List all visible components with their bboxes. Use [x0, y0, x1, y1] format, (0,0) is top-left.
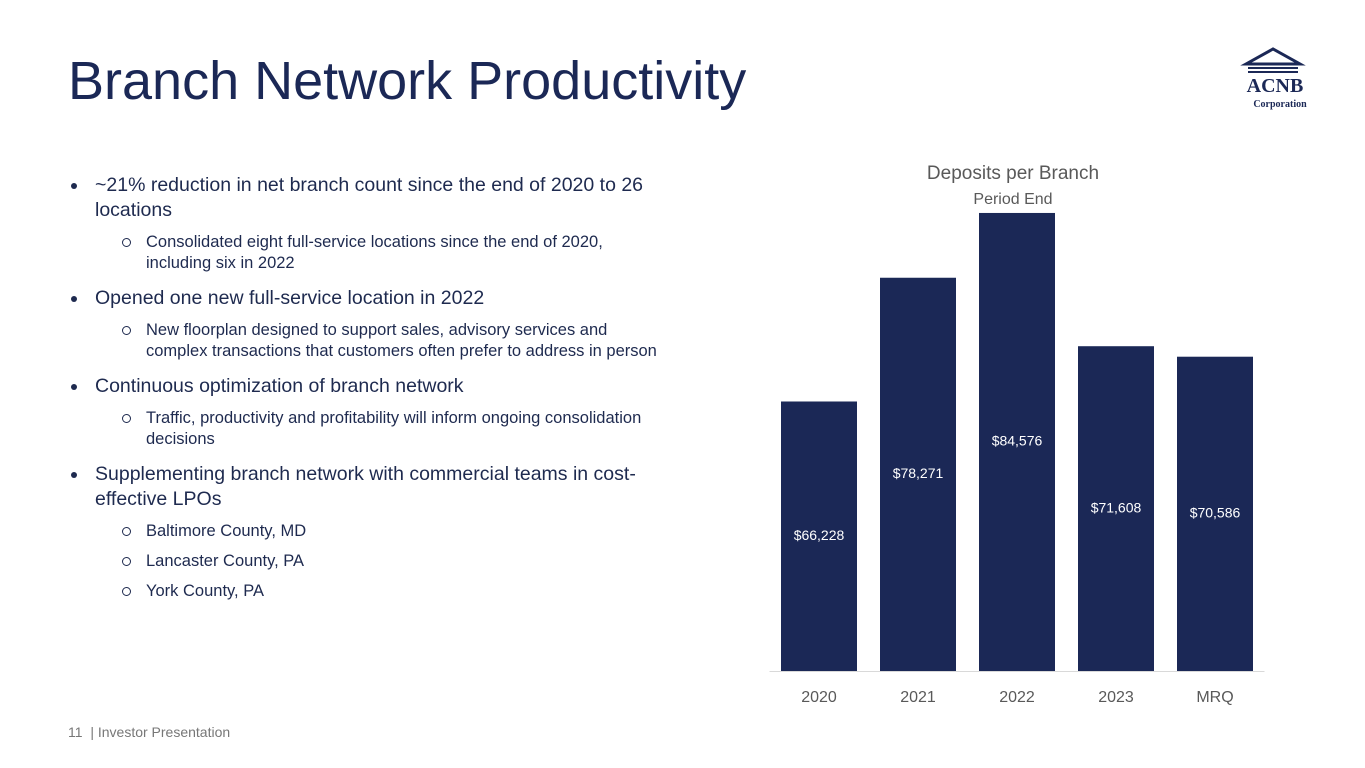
bar — [1078, 346, 1154, 671]
logo-name: ACNB — [1247, 75, 1304, 97]
sub-bullet: York County, PA — [121, 581, 670, 602]
sub-bullet: Traffic, productivity and profitability … — [121, 408, 670, 450]
x-tick-label: 2023 — [1098, 689, 1134, 706]
x-tick-label: 2020 — [801, 689, 837, 706]
bar — [979, 212, 1055, 671]
logo: ACNB Corporation — [1240, 47, 1307, 110]
bullet: Continuous optimization of branch networ… — [70, 374, 670, 399]
bullet: ~21% reduction in net branch count since… — [70, 173, 670, 223]
page-number: 11 — [68, 724, 83, 740]
footer: 11 | Investor Presentation — [68, 724, 230, 740]
sub-bullet: Baltimore County, MD — [121, 521, 670, 542]
data-label: $78,271 — [893, 465, 944, 481]
x-tick-label: MRQ — [1196, 689, 1233, 706]
sub-bullet: Consolidated eight full-service location… — [121, 232, 670, 274]
logo-roof — [1240, 47, 1306, 66]
x-tick-label: 2022 — [999, 689, 1035, 706]
footer-text: | Investor Presentation — [90, 724, 231, 740]
logo-subtitle: Corporation — [1253, 99, 1307, 110]
data-label: $66,228 — [794, 527, 845, 543]
chart-subtitle: Period End — [973, 191, 1052, 208]
bullet: Opened one new full-service location in … — [70, 286, 670, 311]
sub-bullet: Lancaster County, PA — [121, 551, 670, 572]
data-label: $71,608 — [1091, 499, 1142, 515]
bullet: Supplementing branch network with commer… — [70, 462, 670, 512]
bar — [1177, 356, 1253, 671]
chart-title: Deposits per Branch — [927, 163, 1099, 184]
bar — [781, 401, 857, 671]
x-tick-label: 2021 — [900, 689, 936, 706]
bullet-list: ~21% reduction in net branch count since… — [70, 161, 670, 602]
data-label: $84,576 — [992, 433, 1043, 449]
slide-title: Branch Network Productivity — [68, 51, 747, 111]
bar — [880, 277, 956, 671]
data-label: $70,586 — [1190, 505, 1241, 521]
sub-bullet: New floorplan designed to support sales,… — [121, 320, 670, 362]
